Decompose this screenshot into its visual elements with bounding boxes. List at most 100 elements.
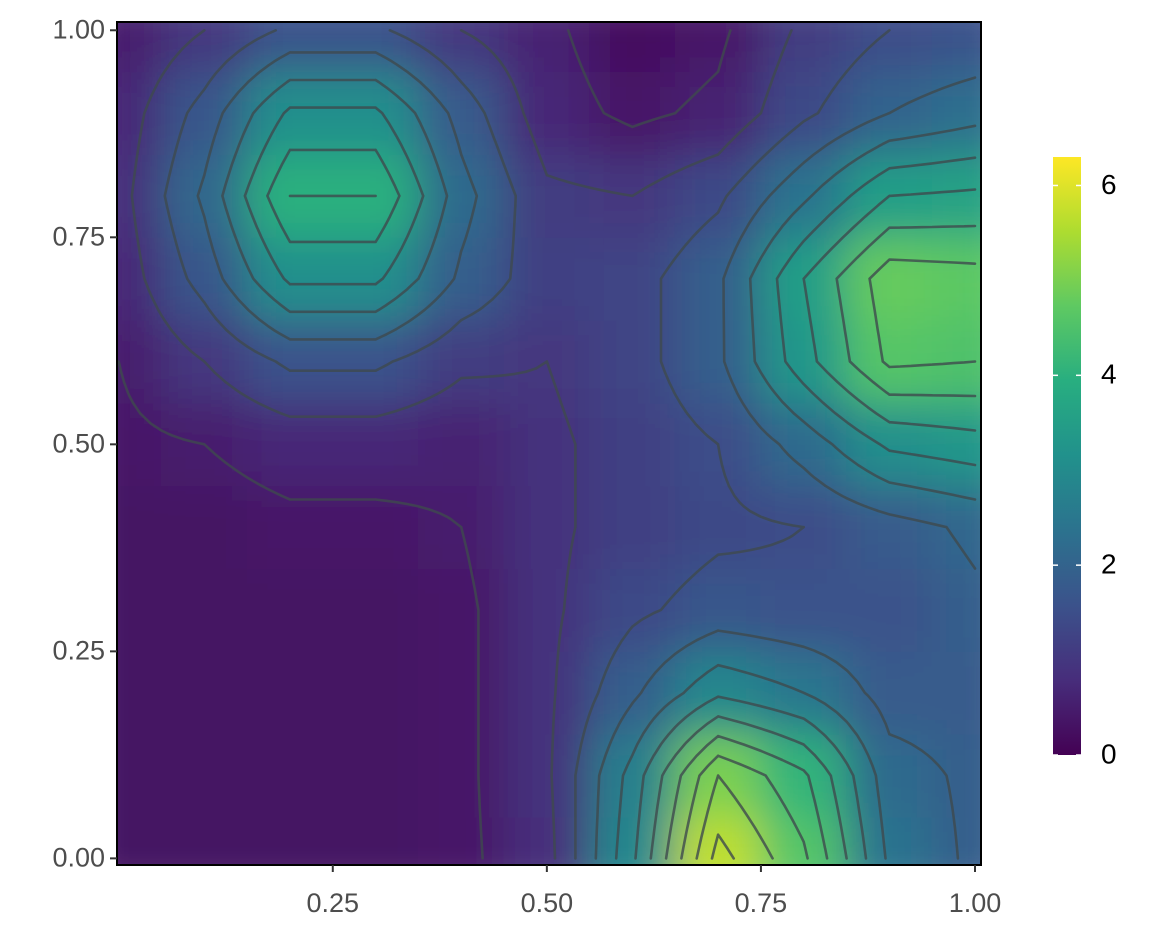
heat-cell — [161, 650, 248, 735]
heat-cell — [117, 650, 163, 735]
heat-cell — [846, 402, 933, 487]
heat-cell — [117, 319, 163, 404]
heat-cell — [161, 22, 248, 73]
contour-line — [680, 258, 977, 860]
heat-cell — [674, 153, 762, 238]
heat-cell — [417, 71, 505, 155]
heat-cell — [332, 22, 419, 73]
plot-area — [117, 22, 981, 865]
heat-cell — [503, 402, 591, 487]
heat-cell — [589, 71, 676, 155]
heat-cell — [503, 236, 591, 321]
heat-cell — [161, 568, 248, 652]
heat-cell — [589, 485, 676, 570]
contour-line — [196, 51, 977, 860]
heat-cell — [674, 236, 762, 321]
heat-cell — [417, 22, 505, 73]
contour-line — [695, 774, 774, 860]
heat-cell — [503, 568, 591, 652]
heatmap — [117, 22, 981, 865]
heat-cell — [674, 319, 762, 404]
heat-cell — [246, 816, 334, 865]
heat-cell — [760, 71, 848, 155]
heat-cell — [117, 153, 163, 238]
heat-cell — [417, 650, 505, 735]
heat-cell — [117, 402, 163, 487]
heat-cell — [589, 22, 676, 73]
heat-cell — [931, 733, 981, 818]
heat-cell — [931, 22, 981, 73]
colorbar — [1053, 157, 1081, 755]
heat-cell — [589, 236, 676, 321]
heat-cell — [332, 319, 419, 404]
heat-cell — [161, 733, 248, 818]
heat-cell — [161, 816, 248, 865]
heat-cell — [503, 153, 591, 238]
heat-cell — [589, 568, 676, 652]
y-tick-label: 0.00 — [52, 843, 105, 873]
contour-line — [130, 29, 793, 860]
heat-cell — [417, 319, 505, 404]
heat-cell — [117, 71, 163, 155]
heat-cell — [674, 22, 762, 73]
heat-cell — [760, 568, 848, 652]
heat-cell — [503, 733, 591, 818]
x-tick-label: 0.50 — [521, 888, 574, 918]
heat-cell — [417, 816, 505, 865]
heat-cell — [846, 650, 933, 735]
heat-cell — [332, 485, 419, 570]
heat-cell — [161, 236, 248, 321]
heat-cell — [246, 71, 334, 155]
heat-cell — [246, 236, 334, 321]
heat-cell — [332, 71, 419, 155]
heat-cell — [117, 485, 163, 570]
x-tick-label: 0.75 — [735, 888, 788, 918]
colorbar-tick-label: 4 — [1101, 359, 1117, 390]
heat-cell — [846, 319, 933, 404]
heat-cell — [332, 568, 419, 652]
heat-cell — [846, 568, 933, 652]
y-tick-label: 0.25 — [52, 635, 105, 665]
heat-cell — [417, 733, 505, 818]
heat-cell — [931, 71, 981, 155]
heat-cell — [417, 568, 505, 652]
heat-cell — [246, 568, 334, 652]
heat-cell — [161, 485, 248, 570]
heat-cell — [117, 733, 163, 818]
heat-cell — [503, 71, 591, 155]
heat-cell — [117, 22, 163, 73]
heat-cell — [674, 71, 762, 155]
heat-cell — [931, 402, 981, 487]
colorbar-tick-label: 6 — [1101, 169, 1117, 200]
contour-line — [117, 29, 732, 860]
contour-line — [266, 148, 977, 860]
heat-cell — [417, 153, 505, 238]
y-tick-label: 1.00 — [52, 14, 105, 44]
heat-cell — [246, 402, 334, 487]
heat-cell — [332, 650, 419, 735]
heat-cell — [246, 650, 334, 735]
heat-cell — [246, 733, 334, 818]
colorbar-tick-label: 2 — [1101, 549, 1117, 580]
colorbar-ticks: 0 2 4 6 — [1053, 169, 1117, 769]
heat-cell — [846, 22, 933, 73]
contours — [117, 29, 977, 860]
heat-cell — [589, 319, 676, 404]
heat-cell — [332, 402, 419, 487]
y-tick-label: 0.50 — [52, 428, 105, 458]
heat-cell — [931, 153, 981, 238]
heat-cell — [161, 153, 248, 238]
x-tick-label: 1.00 — [949, 888, 1002, 918]
heat-cell — [674, 650, 762, 735]
heat-cell — [931, 568, 981, 652]
contour-line — [221, 78, 977, 860]
heat-cell — [117, 568, 163, 652]
contour-line — [710, 833, 735, 860]
heat-cell — [846, 816, 933, 865]
heat-cell — [246, 319, 334, 404]
colorbar-tick-label: 0 — [1101, 738, 1117, 769]
heat-cell — [760, 153, 848, 238]
heat-cell — [246, 22, 334, 73]
heat-cell — [246, 485, 334, 570]
